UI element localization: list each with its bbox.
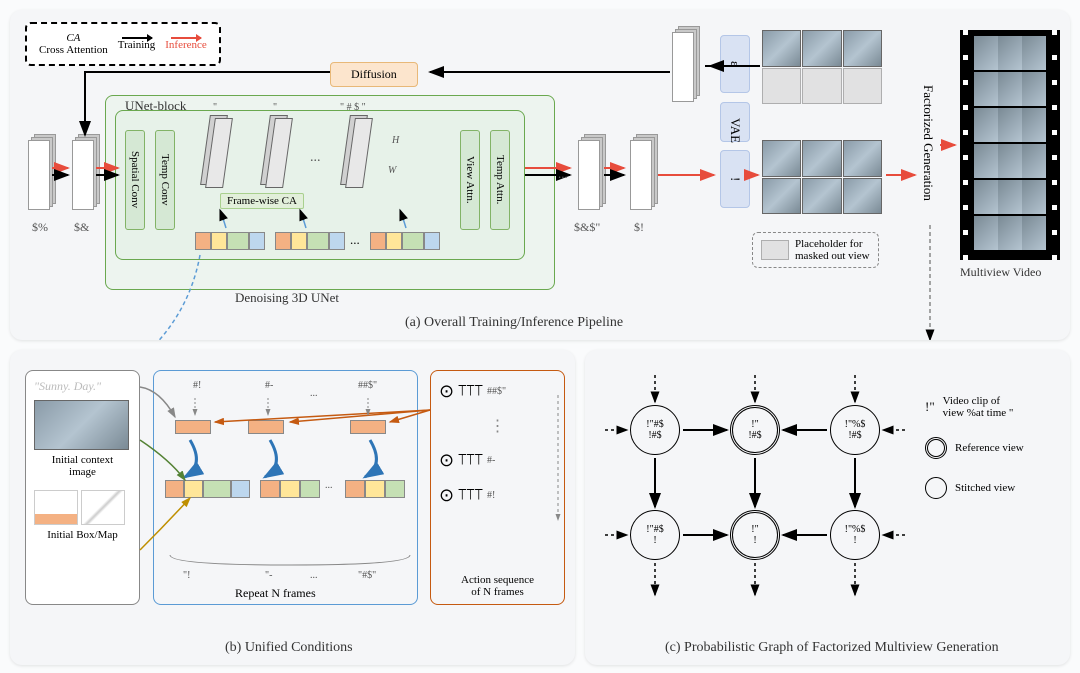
panel-c-caption: (c) Probabilistic Graph of Factorized Mu…	[665, 640, 999, 656]
panel-a-caption: (a) Overall Training/Inference Pipeline	[405, 315, 623, 331]
panel-b: "Sunny. Day." Initial context image Init…	[10, 350, 575, 665]
panel-c: !"#$ !#$ !" !#$ !"%$ !#$ !"#$ ! !" ! !"%…	[585, 350, 1070, 665]
arrows-b	[10, 350, 575, 630]
panel-a: CA Cross Attention Training Inference Di…	[10, 10, 1070, 340]
panel-b-caption: (b) Unified Conditions	[225, 640, 353, 656]
clip-text: Video clip of view %at time "	[943, 395, 1014, 419]
ref-icon	[925, 437, 947, 459]
stitch-icon	[925, 477, 947, 499]
arrows-a: ...	[10, 10, 1070, 340]
stitch-text: Stitched view	[955, 482, 1015, 494]
svg-text:...: ...	[558, 166, 568, 181]
ref-text: Reference view	[955, 442, 1024, 454]
c-legend: !" Video clip of view %at time " Referen…	[925, 395, 1024, 499]
clip-sym: !"	[925, 399, 935, 415]
